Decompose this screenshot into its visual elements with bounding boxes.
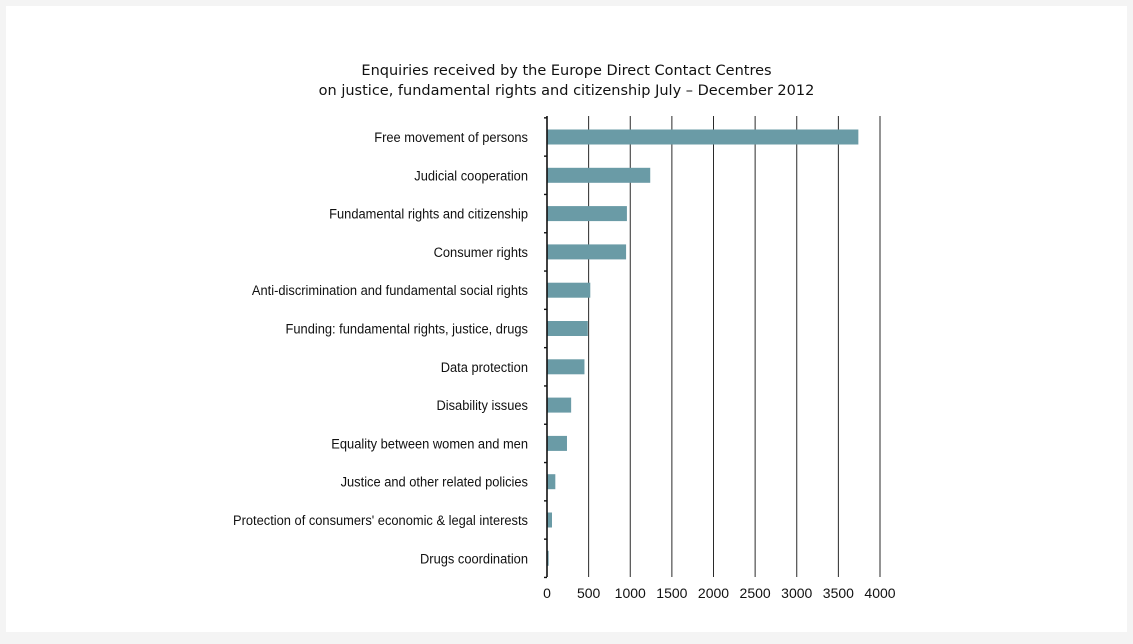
bar-9	[547, 474, 556, 490]
category-label-2: Fundamental rights and citizenship	[329, 206, 528, 222]
x-tick-label-4: 2000	[698, 585, 729, 601]
bar-11	[547, 550, 549, 566]
category-label-0: Free movement of persons	[374, 130, 528, 146]
category-label-11: Drugs coordination	[420, 551, 528, 567]
category-label-4: Anti-discrimination and fundamental soci…	[252, 283, 528, 299]
bar-chart: Free movement of persons Judicial coopera…	[233, 116, 896, 601]
chart-title-line-2: on justice, fundamental rights and citiz…	[318, 83, 815, 99]
category-label-7: Disability issues	[436, 398, 528, 414]
bar-0	[547, 129, 859, 145]
x-tick-label-7: 3500	[823, 585, 854, 601]
x-tick-label-8: 4000	[864, 585, 895, 601]
category-label-9: Justice and other related policies	[341, 474, 529, 490]
x-tick-label-5: 2500	[740, 585, 771, 601]
bar-1	[547, 167, 651, 183]
category-label-1: Judicial cooperation	[414, 168, 528, 184]
bar-10	[547, 512, 552, 528]
category-label-10: Protection of consumers' economic & lega…	[233, 513, 528, 529]
x-tick-label-3: 1500	[656, 585, 687, 601]
bar-5	[547, 321, 588, 336]
chart-title-line-1: Enquiries received by the Europe Direct …	[361, 63, 772, 79]
bar-8	[547, 435, 567, 451]
category-label-8: Equality between women and men	[331, 436, 528, 452]
x-tick-label-1: 500	[577, 585, 601, 601]
bar-4	[547, 282, 591, 298]
bar-6	[547, 359, 585, 375]
category-label-5: Funding: fundamental rights, justice, dr…	[286, 321, 529, 337]
category-label-3: Consumer rights	[434, 244, 529, 260]
category-label-6: Data protection	[441, 359, 528, 375]
x-tick-label-0: 0	[543, 585, 551, 601]
chart-canvas: Enquiries received by the Europe Direct …	[6, 6, 1127, 632]
bar-3	[547, 244, 627, 260]
bar-7	[547, 397, 572, 413]
x-tick-label-6: 3000	[781, 585, 812, 601]
bar-2	[547, 206, 627, 222]
x-tick-label-2: 1000	[615, 585, 646, 601]
